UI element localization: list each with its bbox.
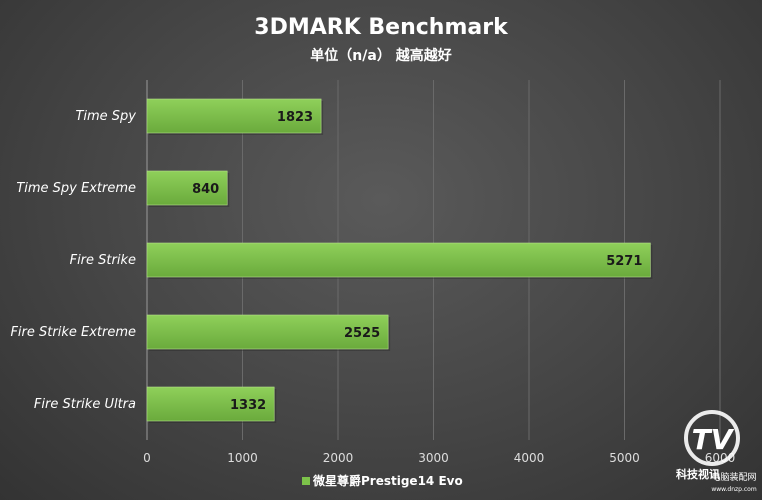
bar-value-label: 2525 bbox=[344, 326, 380, 341]
bar-value-label: 5271 bbox=[606, 254, 642, 269]
x-tick-label: 5000 bbox=[609, 451, 640, 465]
bar bbox=[146, 314, 389, 350]
x-tick-label: 0 bbox=[143, 451, 151, 465]
x-axis-ticks: 0 1000 2000 3000 4000 5000 6000 bbox=[143, 451, 735, 465]
bar-value-label: 840 bbox=[192, 182, 219, 197]
category-label: Fire Strike bbox=[70, 253, 136, 268]
watermark-line3: www.dnzp.com bbox=[711, 486, 757, 493]
bar bbox=[146, 170, 228, 206]
legend-label: 微星尊爵Prestige14 Evo bbox=[312, 473, 463, 488]
watermark-line2: 电脑装配网 bbox=[711, 471, 756, 483]
watermark-line1: 科技视讯 bbox=[676, 467, 720, 481]
x-tick-label: 6000 bbox=[705, 451, 736, 465]
category-label: Fire Strike Extreme bbox=[10, 325, 136, 340]
x-tick-label: 4000 bbox=[514, 451, 545, 465]
x-tick-label: 2000 bbox=[323, 451, 354, 465]
chart-subtitle: 单位（n/a） 越高越好 bbox=[310, 47, 451, 64]
bar-value-label: 1332 bbox=[230, 398, 266, 413]
watermark-logo: TV 科技视讯 电脑装配网 www.dnzp.com bbox=[676, 410, 757, 493]
bar bbox=[146, 386, 275, 422]
bar bbox=[146, 98, 322, 134]
bars-group: 1823 840 5271 2525 1332 bbox=[146, 98, 653, 423]
category-label: Fire Strike Ultra bbox=[34, 397, 136, 412]
watermark-tv-icon: TV bbox=[692, 423, 735, 456]
legend-swatch bbox=[302, 477, 310, 485]
chart-title: 3DMARK Benchmark bbox=[254, 15, 509, 40]
category-label: Time Spy bbox=[75, 109, 136, 124]
category-label: Time Spy Extreme bbox=[16, 181, 136, 196]
x-tick-label: 1000 bbox=[227, 451, 258, 465]
bar-value-label: 1823 bbox=[277, 110, 313, 125]
legend: 微星尊爵Prestige14 Evo bbox=[302, 473, 463, 488]
x-tick-label: 3000 bbox=[418, 451, 449, 465]
watermark-ring-icon bbox=[684, 410, 740, 466]
bar bbox=[146, 242, 651, 278]
category-labels: Time Spy Time Spy Extreme Fire Strike Fire … bbox=[10, 109, 136, 412]
